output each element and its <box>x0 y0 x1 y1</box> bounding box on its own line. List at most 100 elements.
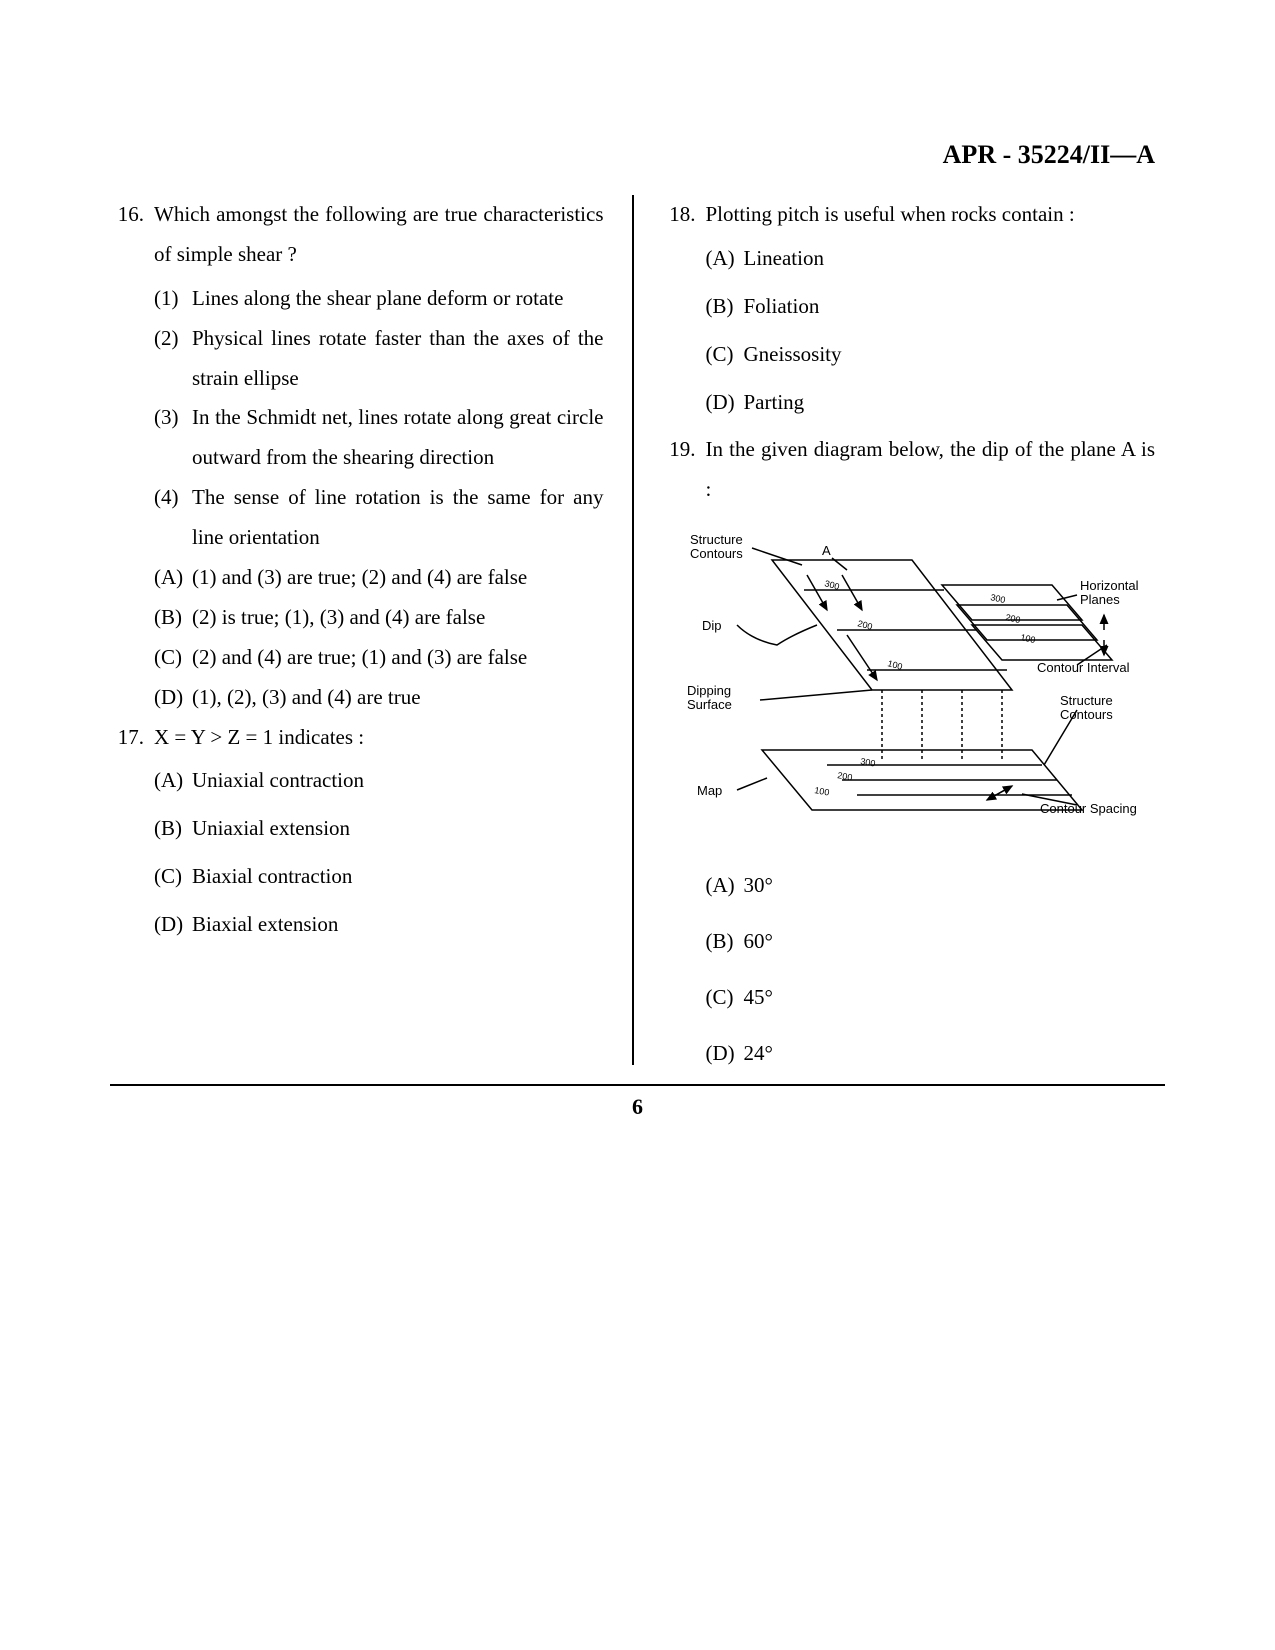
q19-option-c: (C) 45° <box>706 978 1156 1018</box>
question-16: 16. Which amongst the following are true… <box>110 195 604 275</box>
question-number: 16. <box>110 195 154 275</box>
option-text: Gneissosity <box>744 335 1156 375</box>
stmt-text: In the Schmidt net, lines rotate along g… <box>192 398 604 478</box>
exam-page: APR - 35224/II—A 16. Which amongst the f… <box>0 0 1275 1650</box>
lbl-structure2: Structure <box>1060 693 1113 708</box>
q18-option-d: (D) Parting <box>706 383 1156 423</box>
question-number: 17. <box>110 718 154 758</box>
q19-option-d: (D) 24° <box>706 1034 1156 1074</box>
q16-option-a: (A) (1) and (3) are true; (2) and (4) ar… <box>154 558 604 598</box>
page-number: 6 <box>0 1094 1275 1120</box>
lbl-dipping: Dipping <box>687 683 731 698</box>
paper-code: APR - 35224/II—A <box>943 140 1155 170</box>
lbl-map: Map <box>697 783 722 798</box>
q17-option-b: (B) Uniaxial extension <box>154 809 604 849</box>
question-number: 18. <box>662 195 706 235</box>
option-label: (C) <box>154 638 192 678</box>
option-text: Lineation <box>744 239 1156 279</box>
q16-stmt-1: (1) Lines along the shear plane deform o… <box>154 279 604 319</box>
q18-option-a: (A) Lineation <box>706 239 1156 279</box>
stmt-label: (3) <box>154 398 192 478</box>
q16-option-b: (B) (2) is true; (1), (3) and (4) are fa… <box>154 598 604 638</box>
question-text: In the given diagram below, the dip of t… <box>706 430 1156 510</box>
footer-rule <box>110 1084 1165 1086</box>
option-label: (D) <box>706 1034 744 1074</box>
option-label: (A) <box>706 866 744 906</box>
q17-option-d: (D) Biaxial extension <box>154 905 604 945</box>
option-text: (2) and (4) are true; (1) and (3) are fa… <box>192 638 604 678</box>
question-19: 19. In the given diagram below, the dip … <box>662 430 1156 510</box>
q16-option-d: (D) (1), (2), (3) and (4) are true <box>154 678 604 718</box>
column-divider <box>632 195 634 1065</box>
option-text: Uniaxial contraction <box>192 761 604 801</box>
option-label: (B) <box>154 809 192 849</box>
right-column: 18. Plotting pitch is useful when rocks … <box>642 195 1166 1065</box>
option-text: Parting <box>744 383 1156 423</box>
q19-option-b: (B) 60° <box>706 922 1156 962</box>
question-text: Which amongst the following are true cha… <box>154 195 604 275</box>
lbl-planes: Planes <box>1080 592 1120 607</box>
option-label: (C) <box>706 335 744 375</box>
q16-stmt-2: (2) Physical lines rotate faster than th… <box>154 319 604 399</box>
option-label: (A) <box>154 761 192 801</box>
option-text: Biaxial contraction <box>192 857 604 897</box>
option-label: (A) <box>154 558 192 598</box>
option-text: Uniaxial extension <box>192 809 604 849</box>
stmt-label: (2) <box>154 319 192 399</box>
question-17: 17. X = Y > Z = 1 indicates : <box>110 718 604 758</box>
lbl-dip: Dip <box>702 618 722 633</box>
two-column-layout: 16. Which amongst the following are true… <box>110 195 1165 1065</box>
left-column: 16. Which amongst the following are true… <box>110 195 624 1065</box>
lbl-structure-contours-top2: Contours <box>690 546 743 561</box>
lbl-contours2: Contours <box>1060 707 1113 722</box>
stmt-text: The sense of line rotation is the same f… <box>192 478 604 558</box>
stmt-label: (4) <box>154 478 192 558</box>
option-label: (B) <box>706 287 744 327</box>
q16-option-c: (C) (2) and (4) are true; (1) and (3) ar… <box>154 638 604 678</box>
stmt-text: Lines along the shear plane deform or ro… <box>192 279 604 319</box>
q19-option-a: (A) 30° <box>706 866 1156 906</box>
option-text: (2) is true; (1), (3) and (4) are false <box>192 598 604 638</box>
option-text: 60° <box>744 922 1156 962</box>
q18-option-c: (C) Gneissosity <box>706 335 1156 375</box>
q17-option-c: (C) Biaxial contraction <box>154 857 604 897</box>
q18-option-b: (B) Foliation <box>706 287 1156 327</box>
map-300: 300 <box>859 756 876 768</box>
option-label: (B) <box>154 598 192 638</box>
option-text: (1), (2), (3) and (4) are true <box>192 678 604 718</box>
option-label: (C) <box>154 857 192 897</box>
question-text: Plotting pitch is useful when rocks cont… <box>706 195 1156 235</box>
question-18: 18. Plotting pitch is useful when rocks … <box>662 195 1156 235</box>
map-200: 200 <box>836 770 853 782</box>
lbl-a: A <box>822 543 831 558</box>
option-text: 45° <box>744 978 1156 1018</box>
lbl-contour-interval: Contour Interval <box>1037 660 1130 675</box>
hplane-200: 200 <box>1004 612 1021 625</box>
q19-diagram: 300 200 100 300 200 100 <box>682 530 1156 840</box>
question-number: 19. <box>662 430 706 510</box>
option-label: (D) <box>154 905 192 945</box>
structure-contour-svg: 300 200 100 300 200 100 <box>682 530 1142 840</box>
lbl-contour-spacing: Contour Spacing <box>1040 801 1137 816</box>
option-label: (B) <box>706 922 744 962</box>
q17-option-a: (A) Uniaxial contraction <box>154 761 604 801</box>
stmt-text: Physical lines rotate faster than the ax… <box>192 319 604 399</box>
option-text: 24° <box>744 1034 1156 1074</box>
lbl-horizontal: Horizontal <box>1080 578 1139 593</box>
hplane-300: 300 <box>989 592 1006 605</box>
stmt-label: (1) <box>154 279 192 319</box>
question-text: X = Y > Z = 1 indicates : <box>154 718 604 758</box>
map-100: 100 <box>813 785 830 797</box>
lbl-surface: Surface <box>687 697 732 712</box>
option-label: (A) <box>706 239 744 279</box>
q16-stmt-4: (4) The sense of line rotation is the sa… <box>154 478 604 558</box>
option-label: (D) <box>154 678 192 718</box>
option-label: (D) <box>706 383 744 423</box>
q16-stmt-3: (3) In the Schmidt net, lines rotate alo… <box>154 398 604 478</box>
option-text: Biaxial extension <box>192 905 604 945</box>
option-text: (1) and (3) are true; (2) and (4) are fa… <box>192 558 604 598</box>
option-text: Foliation <box>744 287 1156 327</box>
option-label: (C) <box>706 978 744 1018</box>
hplane-100: 100 <box>1019 632 1036 645</box>
lbl-structure-contours-top: Structure <box>690 532 743 547</box>
